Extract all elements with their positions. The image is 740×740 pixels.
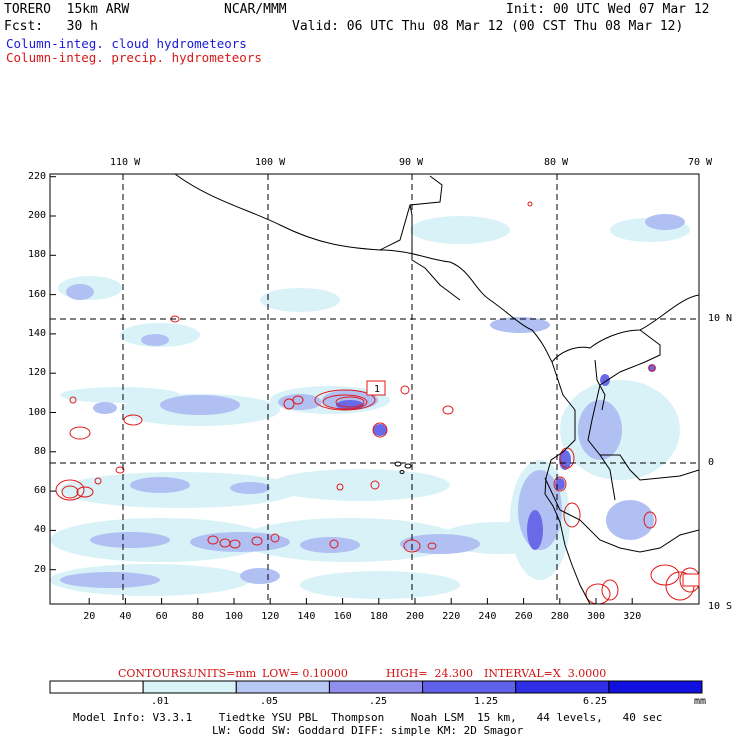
y-tick-label: 180 (28, 249, 47, 261)
colorbar-label-0: .01 (151, 696, 170, 707)
y-tick-label: 100 (28, 406, 47, 418)
colorbar-swatch (235, 680, 330, 694)
coastlines (174, 174, 699, 604)
x-axis-ticks (88, 598, 633, 604)
contours-low: LOW= 0.10000 (262, 667, 348, 680)
lon-label-110w: 110 W (110, 157, 141, 168)
center-name: NCAR/MMM (224, 2, 287, 17)
model-info-line1: Model Info: V3.3.1 Tiedtke YSU PBL Thomp… (73, 711, 663, 724)
colorbar-swatch (422, 680, 517, 694)
x-tick-label: 180 (369, 611, 388, 622)
colorbar-label-2: .25 (369, 696, 388, 707)
x-tick-label: 40 (119, 611, 132, 622)
init-time: Init: 00 UTC Wed 07 Mar 12 (506, 2, 710, 17)
lat-lon-grid (50, 174, 699, 604)
x-tick-label: 240 (478, 611, 497, 622)
lon-label-70w: 70 W (688, 157, 713, 168)
precip-field-label: Column-integ. precip. hydrometeors (6, 50, 262, 65)
colorbar-swatch (608, 680, 703, 694)
lat-label-10n: 10 N (708, 313, 733, 324)
x-tick-label: 320 (623, 611, 642, 622)
model-title: TORERO 15km ARW (4, 2, 130, 17)
valid-time: Valid: 06 UTC Thu 08 Mar 12 (00 CST Thu … (292, 19, 684, 34)
x-tick-label: 80 (191, 611, 204, 622)
colorbar-swatch (49, 680, 144, 694)
lat-label-10s: 10 S (708, 601, 733, 612)
lon-label-90w: 90 W (399, 157, 424, 168)
colorbar-label-1: .05 (260, 696, 279, 707)
x-tick-label: 300 (587, 611, 606, 622)
contour-label-box-2 (682, 573, 700, 587)
colorbar-label-3: 1.25 (474, 696, 499, 707)
colorbar-swatch (142, 680, 237, 694)
lat-label-0: 0 (708, 457, 715, 468)
contours-prefix: CONTOURS: (118, 667, 191, 680)
plot-frame (49, 173, 700, 605)
lon-label-80w: 80 W (544, 157, 569, 168)
contour-label: 1 (374, 384, 380, 395)
y-tick-label: 60 (34, 485, 47, 497)
y-tick-label: 80 (34, 445, 47, 457)
cloud-field-label: Column-integ. cloud hydrometeors (6, 36, 247, 51)
y-tick-label: 160 (28, 288, 47, 300)
contours-high: HIGH= 24.300 (386, 667, 474, 680)
lon-label-100w: 100 W (255, 157, 286, 168)
contour-label-box (366, 380, 386, 396)
x-tick-label: 60 (155, 611, 168, 622)
x-tick-label: 200 (406, 611, 425, 622)
y-tick-label: 200 (28, 210, 47, 221)
y-tick-label: 20 (34, 563, 47, 575)
forecast-hour: Fcst: 30 h (4, 19, 98, 34)
x-tick-label: 140 (297, 611, 316, 622)
y-tick-label: 220 (28, 170, 47, 182)
colorbar-swatch (328, 680, 424, 694)
colorbar-swatch (515, 680, 610, 694)
color-bar (49, 680, 703, 694)
y-axis-ticks (50, 176, 56, 571)
contours-units: UNITS=mm (188, 667, 257, 680)
x-tick-label: 120 (261, 611, 280, 622)
model-info-line2: LW: Godd SW: Goddard DIFF: simple KM: 2D… (212, 724, 524, 737)
y-tick-label: 120 (28, 367, 47, 379)
x-tick-label: 280 (550, 611, 569, 622)
contours-interval: INTERVAL=X 3.0000 (484, 667, 607, 680)
x-tick-label: 160 (333, 611, 352, 622)
y-tick-label: 40 (34, 524, 47, 536)
colorbar-label-4: 6.25 (583, 696, 608, 707)
colorbar-unit: mm (694, 696, 707, 707)
y-tick-label: 140 (28, 327, 47, 339)
x-tick-label: 260 (514, 611, 533, 622)
x-tick-label: 20 (83, 611, 96, 622)
x-tick-label: 100 (225, 611, 244, 622)
x-tick-label: 220 (442, 611, 461, 622)
